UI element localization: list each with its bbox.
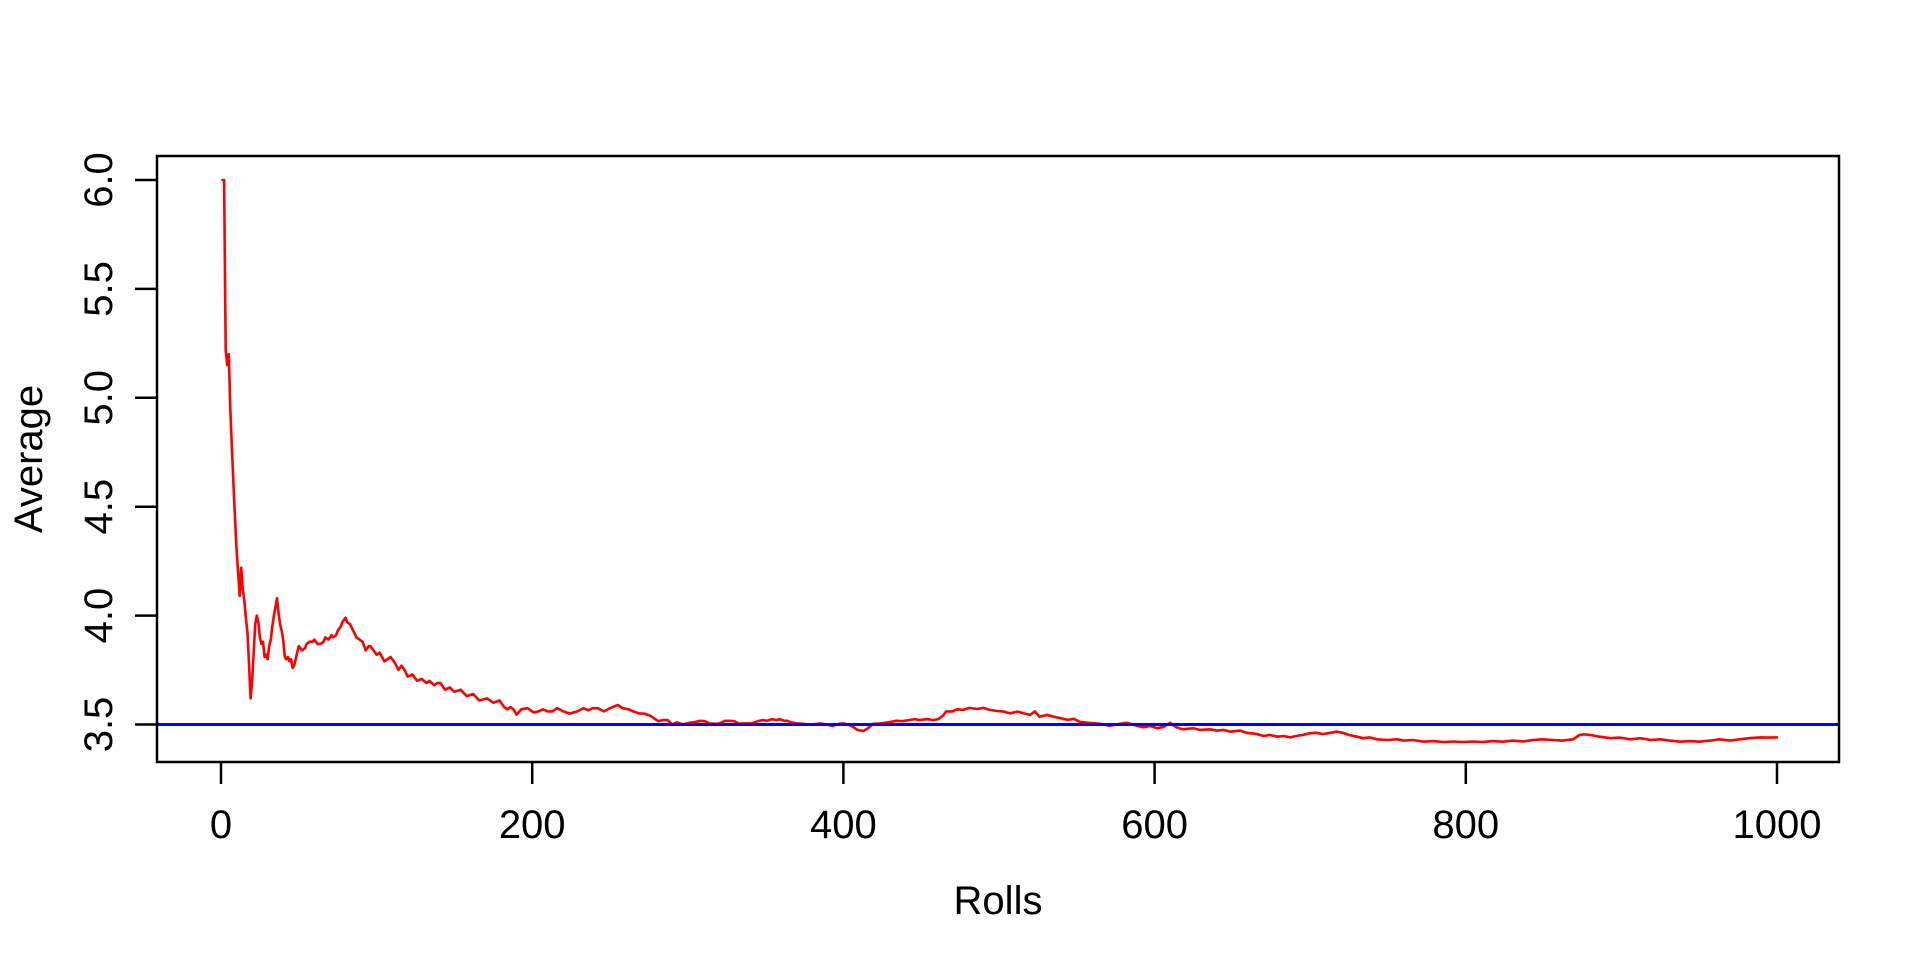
y-axis-tick-label: 4.0 — [77, 588, 121, 644]
x-axis-tick-label: 400 — [810, 803, 877, 847]
series-layer — [157, 178, 1839, 744]
y-axis-tick-label: 6.0 — [77, 152, 121, 208]
x-axis-tick-label: 200 — [499, 803, 566, 847]
axes-layer: 0 200 400 600 800 1000 3.5 4.0 4.5 5.0 5.5 6.0 — [77, 152, 1841, 847]
y-axis-tick-label: 4.5 — [77, 479, 121, 535]
y-axis-tick-label: 3.5 — [77, 697, 121, 753]
plot-border — [155, 154, 1841, 764]
y-axis-tick-label: 5.0 — [77, 370, 121, 426]
x-axis-tick-label: 1000 — [1733, 803, 1822, 847]
x-axis-tick-label: 0 — [210, 803, 232, 847]
x-axis-title: Rolls — [954, 879, 1043, 923]
y-axis-tick-label: 5.5 — [77, 261, 121, 317]
x-axis-tick-label: 600 — [1121, 803, 1188, 847]
y-axis-title: Average — [7, 385, 51, 533]
running-average-line — [221, 178, 1779, 744]
x-axis-tick-label: 800 — [1432, 803, 1499, 847]
